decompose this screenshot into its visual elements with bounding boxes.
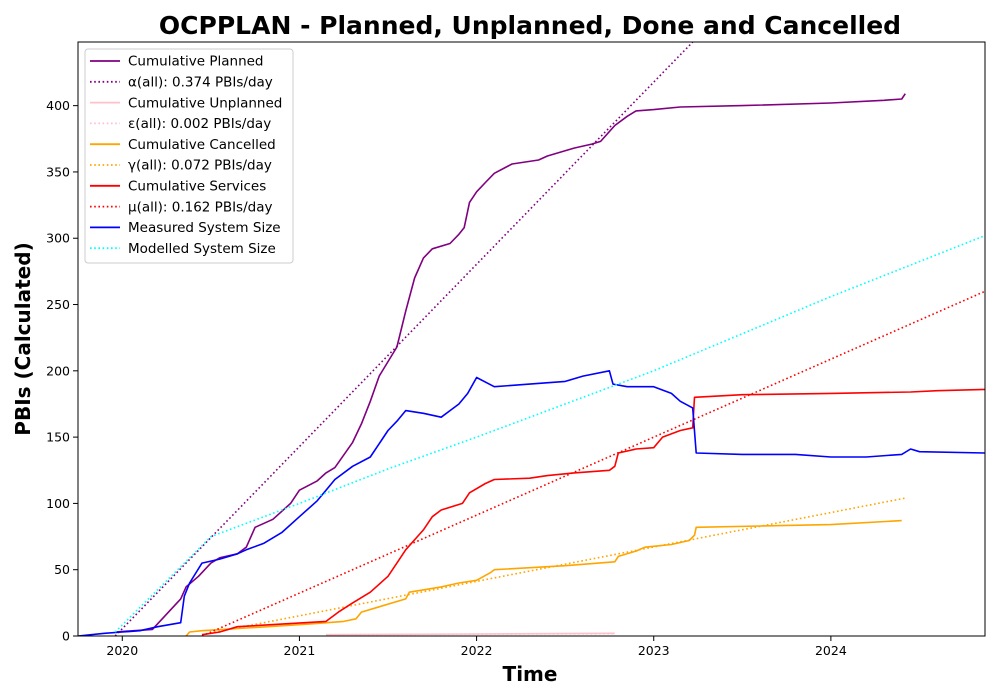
- y-axis-label: PBIs (Calculated): [11, 242, 35, 435]
- series-line-measured-system-size: [78, 370, 985, 636]
- y-axis: 0 50 100 150 200 250 300 350 400: [46, 98, 78, 644]
- legend-label: α(all): 0.374 PBIs/day: [128, 75, 273, 91]
- legend-label: Cumulative Planned: [128, 54, 264, 70]
- x-tick-label: 2024: [815, 643, 847, 658]
- legend-label: μ(all): 0.162 PBIs/day: [128, 199, 272, 215]
- y-tick-label: 150: [46, 430, 70, 445]
- y-tick-label: 0: [62, 629, 70, 644]
- x-axis-label: Time: [503, 662, 558, 686]
- series-line-all-0-162-pbis-day: [201, 290, 985, 636]
- series-line-all-0-072-pbis-day: [201, 497, 906, 636]
- series-line-cumulative-cancelled: [185, 519, 902, 636]
- legend-label: Modelled System Size: [128, 241, 276, 257]
- plot-frame: [77, 41, 986, 637]
- series-line-cumulative-unplanned: [325, 632, 615, 636]
- legend: Cumulative Planned α(all): 0.374 PBIs/day…: [84, 48, 294, 264]
- y-tick-label: 200: [46, 363, 70, 378]
- y-tick-label: 50: [54, 562, 70, 577]
- legend-label: ε(all): 0.002 PBIs/day: [128, 116, 271, 132]
- series-line-all-0-002-pbis-day: [325, 632, 615, 636]
- x-tick-label: 2022: [461, 643, 493, 658]
- y-tick-label: 400: [46, 98, 70, 113]
- x-tick-label: 2021: [284, 643, 316, 658]
- series-line-cumulative-planned: [115, 93, 906, 633]
- series-line-modelled-system-size: [114, 234, 985, 633]
- series-line-all-0-374-pbis-day: [114, 42, 694, 636]
- chart-title: OCPPLAN - Planned, Unplanned, Done and C…: [159, 11, 901, 40]
- legend-label: Cumulative Services: [128, 179, 266, 195]
- legend-box: [84, 48, 294, 264]
- y-tick-label: 100: [46, 496, 70, 511]
- x-tick-label: 2020: [106, 643, 138, 658]
- x-tick-label: 2023: [638, 643, 670, 658]
- y-tick-label: 250: [46, 297, 70, 312]
- legend-label: Cumulative Cancelled: [128, 137, 276, 153]
- x-axis: 2020 2021 2022 2023 2024: [106, 636, 847, 658]
- series-line-cumulative-services: [201, 388, 985, 636]
- series-layer: [78, 42, 985, 636]
- legend-label: Cumulative Unplanned: [128, 95, 282, 111]
- y-tick-label: 350: [46, 164, 70, 179]
- legend-label: Measured System Size: [128, 220, 281, 236]
- legend-label: γ(all): 0.072 PBIs/day: [128, 158, 272, 174]
- y-tick-label: 300: [46, 231, 70, 246]
